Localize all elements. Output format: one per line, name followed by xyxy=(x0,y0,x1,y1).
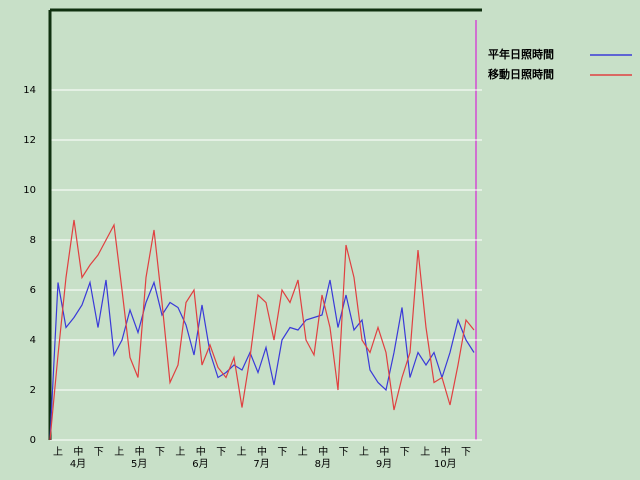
x-tick-label: 中 xyxy=(318,445,328,458)
x-tick-label: 中 xyxy=(73,445,83,458)
x-tick-label: 中 xyxy=(135,445,145,458)
x-tick-label: 下 xyxy=(277,447,287,458)
y-tick-label: 12 xyxy=(23,135,36,146)
month-label: 4月 xyxy=(70,458,86,470)
month-label: 7月 xyxy=(253,458,269,470)
x-tick-label: 中 xyxy=(441,445,451,458)
x-tick-label: 上 xyxy=(298,446,308,458)
y-tick-label: 14 xyxy=(23,85,36,96)
x-tick-label: 下 xyxy=(339,447,349,458)
y-tick-label: 2 xyxy=(30,385,36,396)
x-tick-label: 下 xyxy=(216,447,226,458)
legend-label: 平年日照時間 xyxy=(488,47,554,61)
month-label: 8月 xyxy=(315,458,331,470)
x-tick-label: 下 xyxy=(94,447,104,458)
y-tick-label: 10 xyxy=(23,185,36,196)
y-tick-label: 8 xyxy=(30,235,36,246)
legend-label: 移動日照時間 xyxy=(488,67,554,81)
y-tick-label: 4 xyxy=(30,335,36,346)
x-tick-label: 中 xyxy=(257,445,267,458)
x-tick-label: 下 xyxy=(400,447,410,458)
month-label: 10月 xyxy=(434,458,457,470)
y-tick-label: 0 xyxy=(30,435,36,446)
x-tick-label: 中 xyxy=(379,445,389,458)
x-tick-label: 下 xyxy=(155,447,165,458)
x-tick-label: 上 xyxy=(420,446,430,458)
x-tick-label: 中 xyxy=(196,445,206,458)
x-tick-label: 下 xyxy=(461,447,471,458)
series-line xyxy=(49,219,475,441)
month-label: 5月 xyxy=(131,458,147,470)
x-tick-label: 上 xyxy=(237,446,247,458)
x-tick-label: 上 xyxy=(53,446,63,458)
month-label: 9月 xyxy=(376,458,392,470)
x-tick-label: 上 xyxy=(114,446,124,458)
y-tick-label: 6 xyxy=(30,285,36,296)
x-tick-label: 上 xyxy=(175,446,185,458)
series-line xyxy=(49,279,475,441)
month-label: 6月 xyxy=(192,458,208,470)
x-tick-label: 上 xyxy=(359,446,369,458)
